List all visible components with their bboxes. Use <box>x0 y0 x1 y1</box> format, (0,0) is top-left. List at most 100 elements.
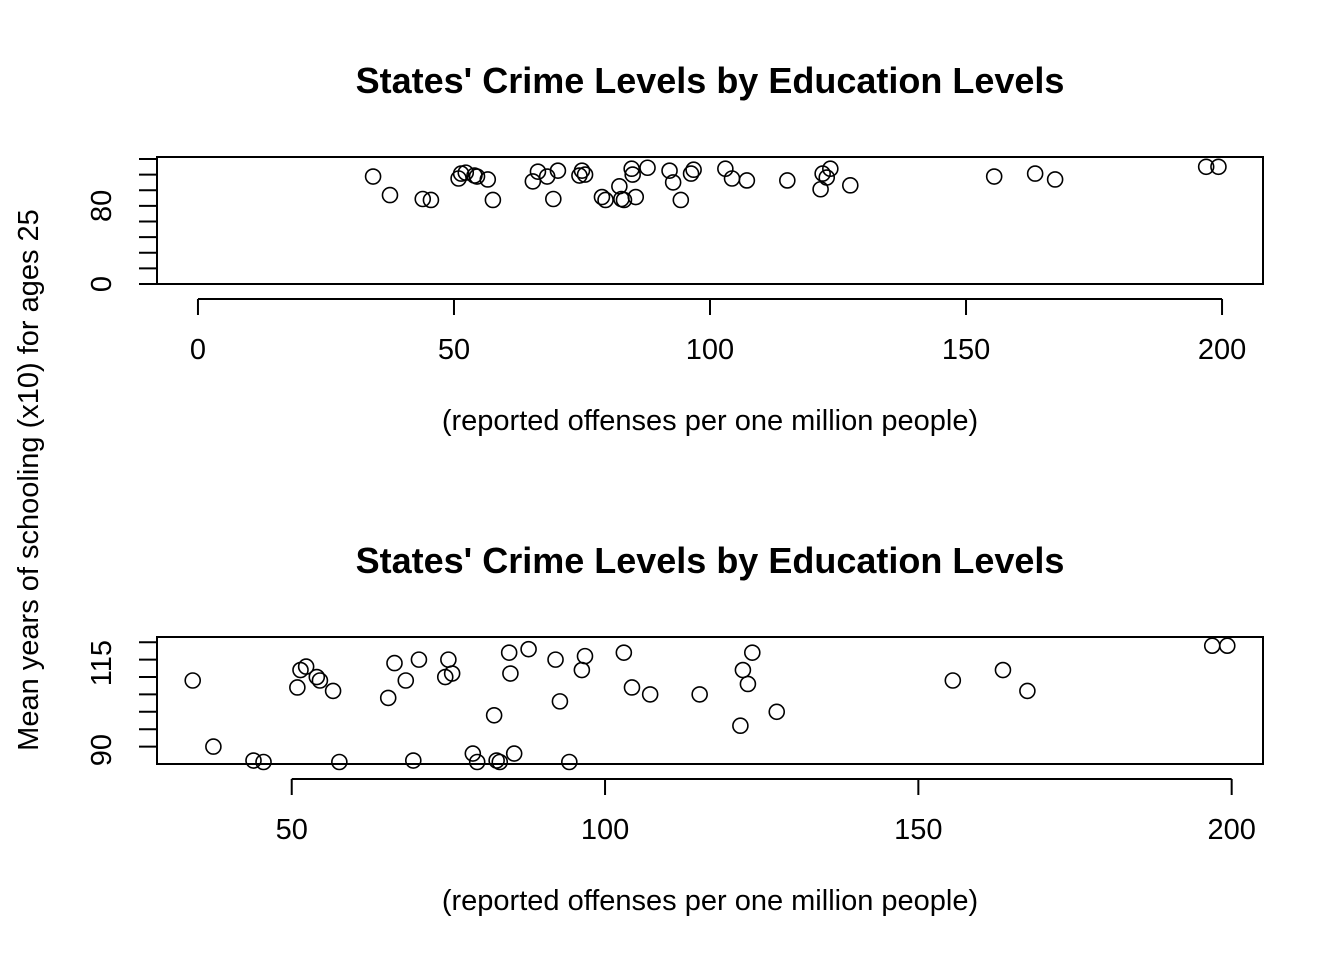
data-point <box>468 168 486 185</box>
data-point <box>691 686 708 703</box>
data-point <box>443 665 461 682</box>
data-point <box>1046 171 1064 188</box>
data-point <box>944 672 962 689</box>
data-point <box>682 165 700 182</box>
x-tick-label: 200 <box>1198 334 1246 366</box>
data-point <box>422 191 440 209</box>
data-point <box>538 168 556 185</box>
y-axis-bottom: 90 115 <box>86 640 158 766</box>
data-point <box>561 753 578 771</box>
data-point <box>397 672 415 689</box>
data-point <box>615 191 633 209</box>
y-tick-label: 90 <box>86 734 118 766</box>
data-point <box>484 191 502 209</box>
x-axis-top: 0 50 100 150 200 <box>190 298 1246 366</box>
data-point <box>549 162 567 179</box>
data-point <box>664 174 682 191</box>
y-tick-label: 0 <box>86 276 118 292</box>
data-point <box>547 651 564 668</box>
data-point <box>529 163 547 180</box>
chart-title-bottom: States' Crime Levels by Education Levels <box>356 540 1065 581</box>
data-point <box>551 693 569 710</box>
data-point <box>732 717 749 735</box>
points-top <box>364 158 1227 209</box>
data-point <box>289 679 306 696</box>
data-point <box>743 644 761 661</box>
data-point <box>593 188 611 206</box>
data-point <box>414 190 432 208</box>
data-point <box>623 679 641 696</box>
data-point <box>520 640 537 658</box>
data-point <box>457 164 475 181</box>
data-point <box>410 651 428 668</box>
x-tick-label: 100 <box>686 334 734 366</box>
data-point <box>627 188 645 206</box>
data-point <box>573 162 591 179</box>
data-point <box>738 172 756 189</box>
data-point <box>502 665 519 682</box>
data-point <box>623 160 640 178</box>
x-axis-label-top: (reported offenses per one million peopl… <box>442 405 978 437</box>
data-point <box>311 672 329 689</box>
x-axis-label-bottom: (reported offenses per one million peopl… <box>442 885 978 917</box>
data-point <box>386 654 403 672</box>
x-tick-label: 50 <box>276 814 308 846</box>
x-axis-bottom: 50 100 150 200 <box>276 778 1256 846</box>
data-point <box>184 672 202 689</box>
data-point <box>245 752 262 769</box>
y-axis-top: 0 80 <box>86 157 158 292</box>
data-point <box>841 177 859 194</box>
x-tick-label: 0 <box>190 334 206 366</box>
data-point <box>479 171 497 188</box>
data-point <box>641 686 659 703</box>
scatter-panel-top: States' Crime Levels by Education Levels… <box>86 60 1264 437</box>
chart-title-top: States' Crime Levels by Education Levels <box>356 60 1065 101</box>
data-point <box>404 752 422 769</box>
y-tick-label: 115 <box>86 640 118 686</box>
data-point <box>308 668 326 686</box>
data-point <box>624 166 641 183</box>
x-tick-label: 150 <box>894 814 942 846</box>
data-point <box>468 753 486 771</box>
data-point <box>545 190 562 208</box>
data-point <box>1026 165 1044 182</box>
data-point <box>505 745 523 762</box>
data-point <box>524 173 542 190</box>
data-point <box>364 168 382 185</box>
data-point <box>615 644 633 661</box>
data-point <box>331 753 348 771</box>
data-point <box>672 191 690 209</box>
data-point <box>1019 682 1036 700</box>
data-point <box>485 706 503 724</box>
x-tick-label: 150 <box>942 334 990 366</box>
data-point <box>255 753 272 771</box>
data-point <box>661 162 678 179</box>
data-point <box>639 159 656 177</box>
data-point <box>205 738 222 755</box>
data-point <box>491 753 509 771</box>
data-point <box>818 169 836 186</box>
x-tick-label: 200 <box>1207 814 1255 846</box>
points-bottom <box>184 637 1236 771</box>
data-point <box>597 191 614 209</box>
data-point <box>1218 637 1236 654</box>
data-point <box>985 168 1003 185</box>
data-point <box>576 166 594 183</box>
data-point <box>994 661 1012 679</box>
y-tick-label: 80 <box>86 190 118 222</box>
data-point <box>685 161 702 178</box>
data-point <box>464 745 482 762</box>
y-axis-label: Mean years of schooling (x10) for ages 2… <box>13 209 45 751</box>
data-point <box>379 689 397 707</box>
data-point <box>1197 158 1215 176</box>
x-tick-label: 100 <box>581 814 629 846</box>
data-point <box>381 186 399 204</box>
data-point <box>576 647 594 665</box>
scatter-panel-bottom: States' Crime Levels by Education Levels… <box>86 540 1264 917</box>
data-point <box>768 703 786 721</box>
data-point <box>500 644 518 661</box>
data-point <box>297 658 315 675</box>
